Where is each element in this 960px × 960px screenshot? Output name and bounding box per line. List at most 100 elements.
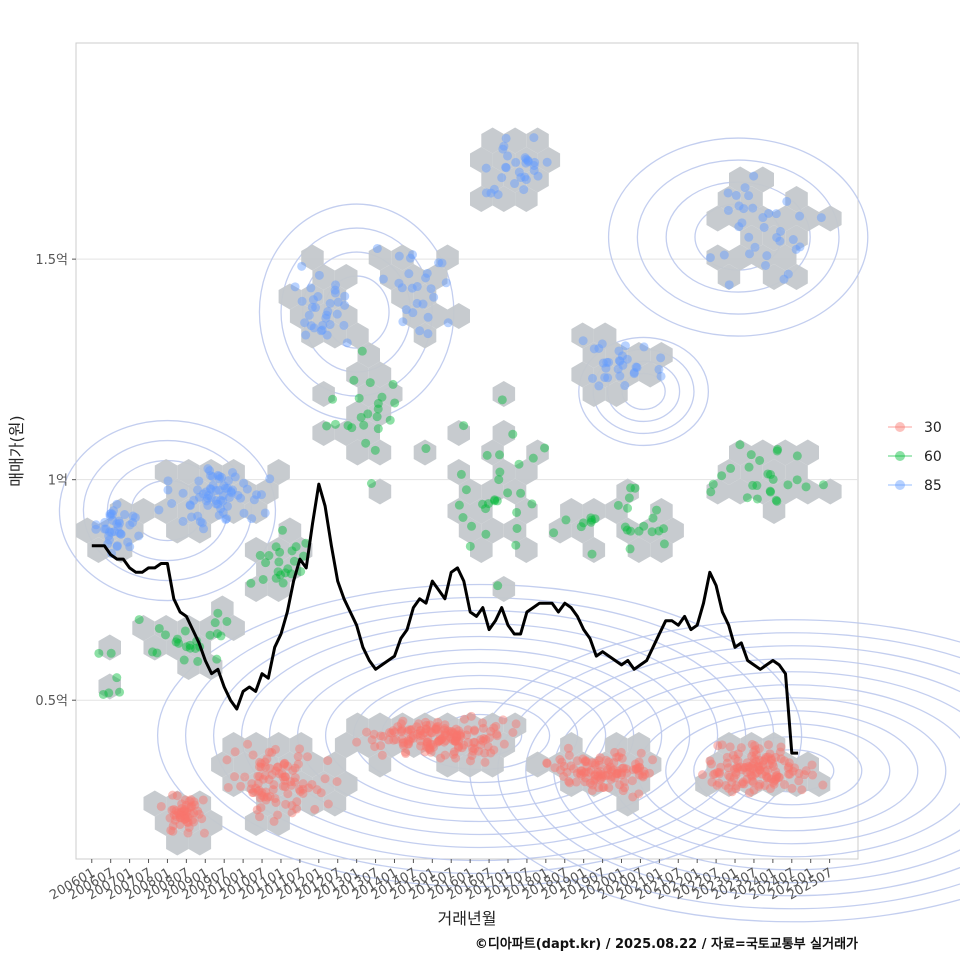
hexbin-cell xyxy=(425,303,448,329)
data-point-30 xyxy=(730,754,740,764)
data-point-30 xyxy=(768,759,778,769)
data-point-30 xyxy=(418,730,428,740)
hexbin-cell xyxy=(751,751,774,778)
data-point-30 xyxy=(389,735,399,745)
data-point-85 xyxy=(201,496,211,506)
data-point-30 xyxy=(264,747,274,757)
data-point-60 xyxy=(179,655,189,665)
data-point-85 xyxy=(614,346,624,356)
data-point-30 xyxy=(768,761,778,771)
data-point-85 xyxy=(199,524,209,534)
data-point-85 xyxy=(307,302,317,312)
data-point-30 xyxy=(732,763,742,773)
data-point-85 xyxy=(228,468,238,478)
data-point-30 xyxy=(165,813,175,823)
data-point-30 xyxy=(362,727,372,737)
data-point-30 xyxy=(452,732,462,742)
hexbin-cell xyxy=(548,517,572,544)
data-point-30 xyxy=(595,766,605,776)
data-point-85 xyxy=(615,356,625,366)
data-point-30 xyxy=(613,766,623,776)
data-point-30 xyxy=(431,724,441,734)
data-point-60 xyxy=(490,495,500,505)
data-point-60 xyxy=(264,551,274,561)
data-point-85 xyxy=(486,188,496,198)
data-point-85 xyxy=(154,505,164,515)
data-point-85 xyxy=(167,499,177,509)
data-point-30 xyxy=(443,726,453,736)
hexbin-cell xyxy=(515,537,538,563)
data-point-30 xyxy=(436,735,446,745)
data-point-85 xyxy=(632,362,642,372)
data-point-60 xyxy=(357,346,367,356)
data-point-85 xyxy=(639,342,649,352)
data-point-30 xyxy=(581,756,591,766)
data-point-30 xyxy=(467,743,477,753)
data-point-30 xyxy=(179,811,189,821)
data-point-30 xyxy=(731,770,741,780)
data-point-85 xyxy=(514,167,524,177)
hexbin-cell xyxy=(481,478,504,505)
trend-layer xyxy=(91,482,799,755)
data-point-60 xyxy=(354,393,364,403)
data-point-85 xyxy=(529,161,539,171)
data-point-30 xyxy=(747,771,757,781)
data-point-30 xyxy=(280,782,290,792)
data-point-30 xyxy=(751,750,761,760)
data-point-60 xyxy=(659,524,669,534)
data-point-85 xyxy=(340,300,350,310)
data-point-85 xyxy=(213,470,223,480)
data-point-60 xyxy=(210,618,220,628)
data-point-30 xyxy=(450,736,460,746)
data-point-60 xyxy=(454,500,464,510)
data-point-85 xyxy=(112,519,122,529)
hexbin-cell xyxy=(256,790,279,817)
hexbin-cell xyxy=(334,264,358,290)
hexbin-cell xyxy=(470,732,493,758)
data-point-85 xyxy=(719,250,729,260)
data-point-30 xyxy=(186,795,196,805)
data-point-30 xyxy=(407,724,417,734)
data-point-30 xyxy=(421,742,431,752)
data-point-30 xyxy=(633,763,643,773)
data-point-60 xyxy=(630,483,640,493)
hexbin-cell xyxy=(346,322,369,349)
data-point-85 xyxy=(434,258,444,268)
hexbin-cell xyxy=(503,517,527,544)
hexbin-cell xyxy=(515,498,538,524)
hexbin-cell xyxy=(762,498,786,524)
data-point-30 xyxy=(744,788,754,798)
data-point-60 xyxy=(625,544,635,554)
data-point-30 xyxy=(168,790,178,800)
data-point-60 xyxy=(98,689,108,699)
hexbin-cell xyxy=(166,790,189,817)
hexbin-cell xyxy=(334,771,358,797)
data-point-85 xyxy=(313,292,323,302)
data-point-30 xyxy=(181,814,191,824)
data-point-85 xyxy=(203,464,213,474)
data-point-30 xyxy=(746,770,756,780)
data-point-85 xyxy=(734,222,744,232)
data-point-85 xyxy=(125,542,135,552)
data-point-60 xyxy=(493,581,503,591)
data-point-60 xyxy=(280,568,290,578)
data-point-30 xyxy=(277,768,287,778)
data-point-85 xyxy=(723,205,733,215)
hexbin-cell xyxy=(222,615,245,641)
data-point-30 xyxy=(391,735,401,745)
data-point-30 xyxy=(397,734,407,744)
data-point-60 xyxy=(744,462,754,472)
data-point-30 xyxy=(422,737,432,747)
hexbin-cell xyxy=(267,537,290,563)
data-point-30 xyxy=(752,768,762,778)
data-point-60 xyxy=(328,394,338,404)
data-point-30 xyxy=(579,768,589,778)
hexbin-cell xyxy=(616,751,639,778)
data-point-85 xyxy=(211,499,221,509)
data-point-30 xyxy=(274,769,284,779)
data-point-85 xyxy=(604,357,614,367)
data-point-85 xyxy=(521,175,531,185)
data-point-60 xyxy=(590,514,600,524)
data-point-30 xyxy=(459,740,469,750)
hexbin-cell xyxy=(278,790,302,817)
